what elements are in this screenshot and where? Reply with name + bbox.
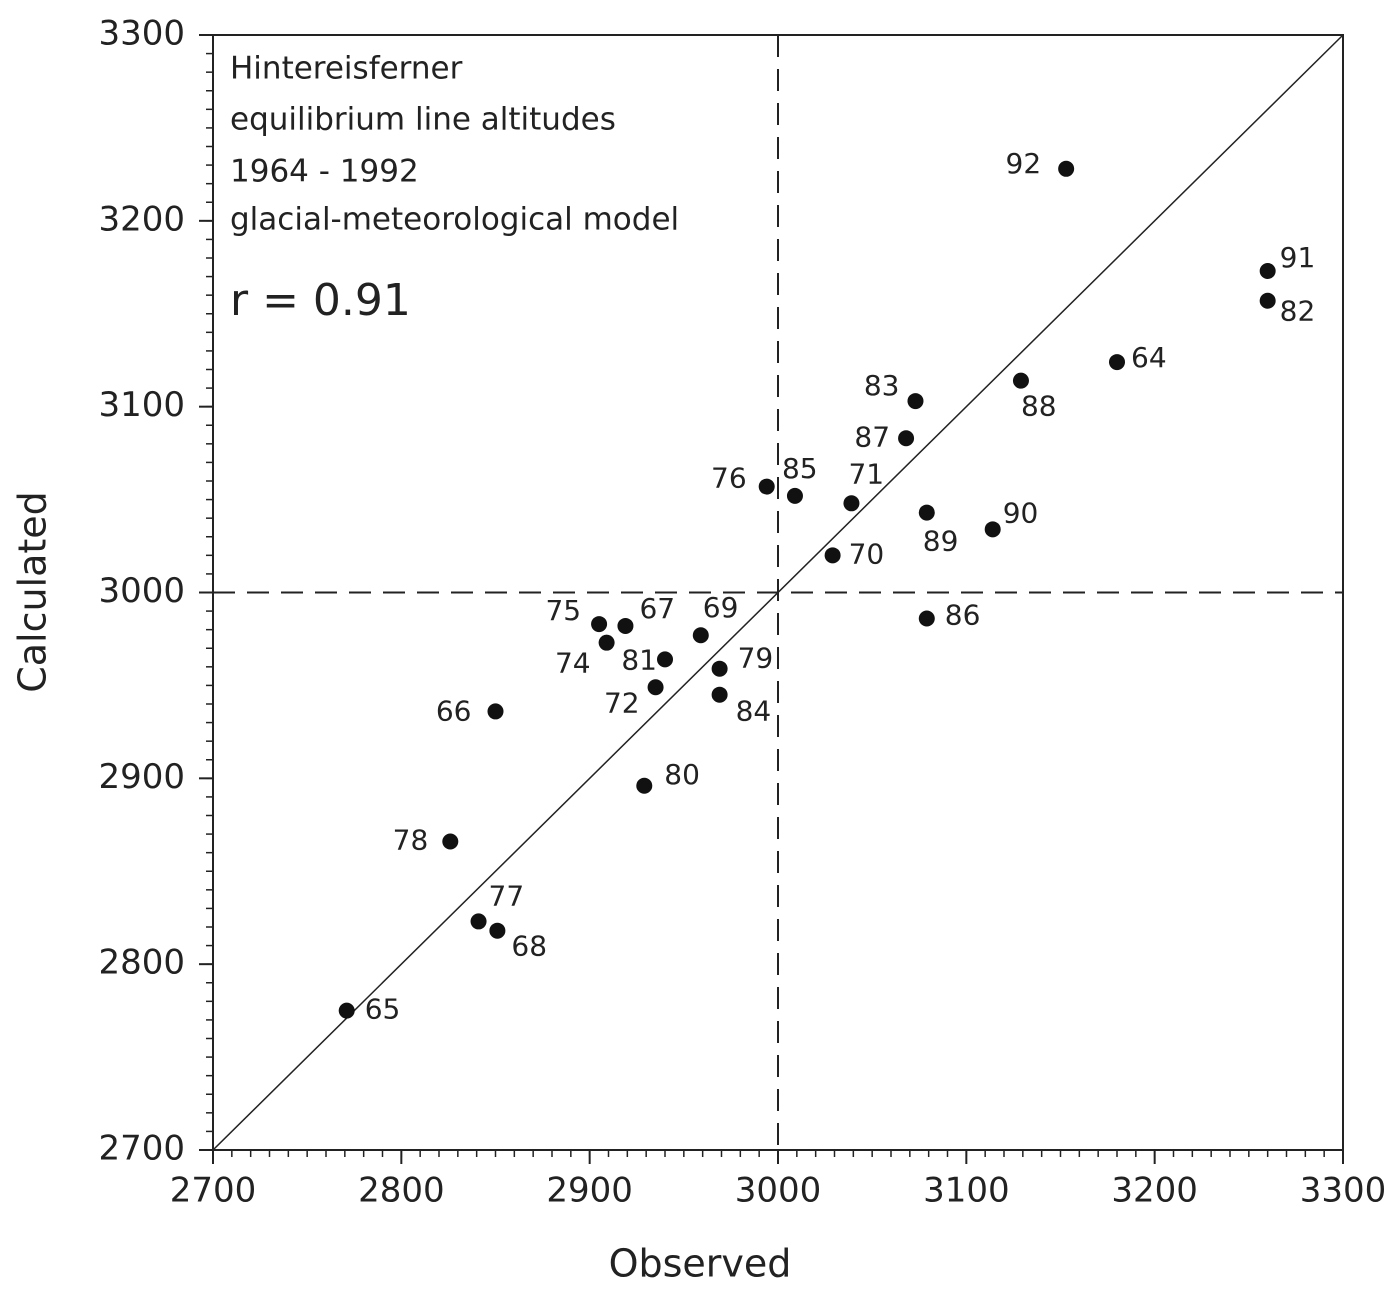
point-label: 88	[1021, 390, 1057, 423]
annotation: 1964 - 1992	[230, 154, 419, 190]
point-label: 81	[621, 643, 657, 676]
y-tick-label: 2900	[98, 757, 185, 797]
point-label: 75	[545, 594, 581, 627]
point-label: 90	[1003, 496, 1039, 529]
y-tick-label: 3200	[98, 199, 185, 239]
point-label: 64	[1131, 341, 1167, 374]
point	[1058, 160, 1075, 177]
point	[711, 686, 728, 703]
point-label: 65	[365, 993, 401, 1026]
point	[657, 651, 673, 668]
point-label: 71	[848, 457, 884, 490]
x-tick-label: 2800	[358, 1171, 445, 1211]
point-label: 83	[864, 369, 900, 402]
annotation: glacial-meteorological model	[230, 202, 679, 238]
y-tick-label: 3000	[98, 571, 185, 611]
annotation: equilibrium line altitudes	[230, 102, 616, 138]
point-label: 82	[1280, 295, 1316, 328]
y-tick-label: 2800	[98, 943, 185, 983]
point-label: 68	[511, 930, 547, 963]
point-label: 84	[736, 695, 772, 728]
y-tick-label: 3300	[98, 14, 185, 54]
point	[898, 430, 915, 447]
point-label: 72	[604, 686, 640, 719]
point	[1259, 263, 1276, 280]
point	[442, 833, 459, 850]
x-tick-label: 2900	[546, 1171, 633, 1211]
point-label: 77	[489, 879, 525, 912]
annotation: Hintereisferner	[230, 51, 463, 87]
point-label: 85	[782, 452, 818, 485]
point	[843, 495, 860, 512]
point	[636, 777, 653, 794]
point-label: 66	[436, 694, 472, 727]
x-tick-label: 2700	[170, 1171, 257, 1211]
x-tick-label: 3200	[1111, 1171, 1198, 1211]
y-axis-title: Calculated	[11, 491, 55, 693]
x-axis-title: Observed	[609, 1242, 792, 1286]
annotation: r = 0.91	[230, 275, 411, 326]
point	[711, 660, 728, 677]
point	[489, 922, 506, 939]
point	[918, 504, 935, 521]
y-tick-label: 3100	[98, 385, 185, 425]
point	[617, 617, 634, 634]
x-tick-label: 3300	[1300, 1171, 1387, 1211]
point-label: 91	[1280, 241, 1316, 274]
x-tick-label: 3000	[735, 1171, 822, 1211]
point-label: 86	[945, 599, 981, 632]
identity-line	[212, 34, 1344, 1151]
point-label: 80	[664, 758, 700, 791]
point	[907, 393, 924, 410]
point	[487, 703, 504, 720]
point-label: 76	[711, 462, 747, 495]
x-tick-label: 3100	[923, 1171, 1010, 1211]
point	[647, 679, 664, 696]
point	[824, 547, 841, 564]
point-label: 79	[738, 642, 774, 675]
point	[470, 913, 487, 930]
point	[1012, 372, 1029, 389]
point	[984, 521, 1001, 538]
point-label: 89	[923, 525, 959, 558]
point-label: 70	[849, 537, 885, 570]
point	[598, 634, 615, 651]
point	[786, 487, 803, 504]
point-label: 92	[1006, 147, 1042, 180]
point-label: 78	[393, 824, 429, 857]
point	[1259, 292, 1276, 309]
point	[1109, 354, 1125, 371]
point-label: 69	[703, 591, 739, 624]
point	[918, 610, 935, 627]
point-label: 87	[854, 420, 890, 453]
point	[338, 1002, 355, 1019]
point	[758, 478, 775, 495]
point	[591, 616, 608, 633]
point-label: 74	[555, 647, 591, 680]
point	[692, 627, 709, 644]
point-label: 67	[639, 592, 675, 625]
y-tick-label: 2700	[98, 1129, 185, 1169]
